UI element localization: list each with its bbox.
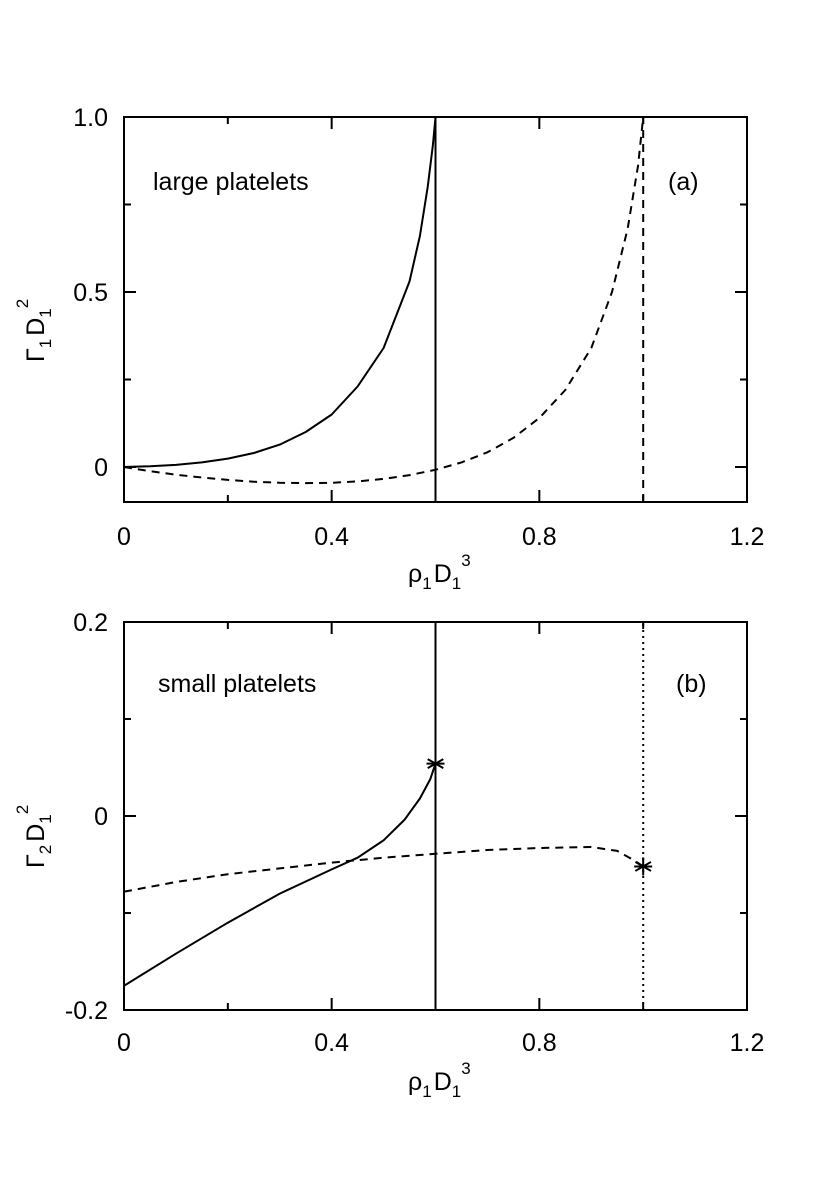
xlabel-sup: 3 — [461, 1059, 470, 1078]
ylabel-sub2: 1 — [36, 308, 55, 317]
y-tick-label: -0.2 — [65, 997, 108, 1025]
ylabel-sub1: 2 — [36, 845, 55, 854]
ylabel-base1: Γ — [22, 854, 50, 868]
ylabel-base1: Γ — [22, 348, 50, 362]
ylabel-sub2: 1 — [36, 814, 55, 823]
xlabel-sub1: 1 — [422, 1082, 431, 1101]
ylabel-sup: 2 — [13, 805, 32, 814]
xlabel-base2: D — [434, 560, 452, 588]
panel-a-annotation: large platelets — [153, 168, 309, 196]
panel-b-annotation: small platelets — [158, 670, 316, 698]
panel-a-ylabel: Γ1D12 — [13, 299, 55, 362]
xlabel-sub1: 1 — [422, 574, 431, 593]
ylabel-base2: D — [22, 318, 50, 336]
panel-b-lines — [123, 622, 645, 1010]
panel-b-ylabel: Γ2D12 — [13, 805, 55, 868]
series-dashed — [123, 846, 644, 893]
ylabel-base2: D — [22, 824, 50, 842]
xlabel-sup: 3 — [461, 551, 470, 570]
panel-a-frame — [123, 116, 748, 503]
y-tick-label: 0.5 — [73, 279, 108, 307]
xlabel-base2: D — [434, 1068, 452, 1096]
series-dashed — [123, 116, 645, 485]
marker-star-dashed-end — [634, 857, 653, 876]
xlabel-sub2: 1 — [452, 574, 461, 593]
x-tick-label: 0.4 — [314, 1029, 349, 1057]
x-tick-label: 0.8 — [522, 523, 557, 551]
panel-a-tick-labels: 0 0.4 0.8 1.2 0 0.5 1.0 — [73, 104, 764, 551]
xlabel-base1: ρ — [408, 1068, 422, 1096]
ylabel-sub1: 1 — [36, 339, 55, 348]
y-tick-label: 0 — [94, 803, 108, 831]
panel-a-label: (a) — [668, 168, 699, 196]
series-solid — [123, 116, 437, 468]
xlabel-base1: ρ — [408, 560, 422, 588]
panel-b-xlabel: ρ1D13 — [408, 1059, 471, 1101]
y-tick-label: 1.0 — [73, 104, 108, 132]
x-tick-label: 0.4 — [314, 523, 349, 551]
panel-b-label: (b) — [676, 670, 707, 698]
panel-a-lines — [123, 116, 645, 502]
panel-a: 0 0.4 0.8 1.200.51.0 large platelets (a) ρ1… — [13, 104, 764, 593]
panel-b-frame — [123, 621, 748, 1011]
y-tick-label: 0.2 — [73, 609, 108, 637]
panel-a-xlabel: ρ1D13 — [408, 551, 471, 593]
x-tick-label: 0.8 — [522, 1029, 557, 1057]
panel-b-tick-labels: 0 0.4 0.8 1.2 -0.2 0 0.2 — [65, 609, 764, 1057]
x-tick-label: 1.2 — [730, 523, 765, 551]
marker-star-solid-end — [426, 754, 445, 773]
y-tick-label: 0 — [94, 454, 108, 482]
x-tick-label: 0 — [117, 523, 131, 551]
xlabel-sub2: 1 — [452, 1082, 461, 1101]
panel-b: 0 0.4 0.8 1.2 -0.2 0 0.2 small platelets (b) ρ… — [13, 609, 764, 1101]
panel-b-markers — [426, 754, 653, 876]
x-tick-label: 1.2 — [730, 1029, 765, 1057]
ylabel-sup: 2 — [13, 299, 32, 308]
x-tick-label: 0 — [117, 1029, 131, 1057]
series-solid — [123, 763, 437, 987]
